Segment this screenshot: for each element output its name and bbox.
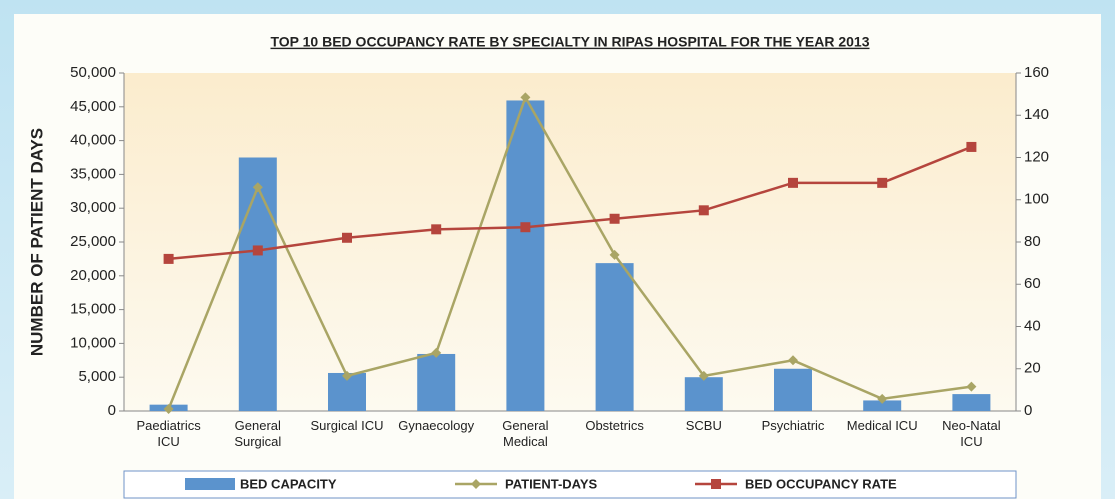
marker	[252, 182, 263, 193]
y2-tick-label: 0	[1024, 402, 1032, 419]
marker	[252, 245, 263, 256]
marker	[163, 403, 174, 414]
x-tick-label: General Medical	[502, 418, 549, 449]
marker	[431, 224, 442, 235]
marker	[342, 232, 352, 243]
marker	[431, 347, 442, 358]
y2-tick-label: 20	[1024, 360, 1041, 377]
legend-box	[123, 470, 1017, 499]
marker	[609, 249, 620, 260]
y2-tick-label: 40	[1024, 317, 1041, 334]
bar	[595, 263, 634, 411]
y-tick-label: 5,000	[78, 368, 116, 385]
bar	[774, 368, 812, 411]
y-axis-label: NUMBER OF PATIENT DAYS	[27, 128, 46, 356]
line	[167, 94, 972, 410]
marker	[342, 370, 352, 381]
y-tick-label: 10,000	[70, 334, 116, 351]
bar	[506, 100, 545, 412]
y-tick-label: 30,000	[70, 199, 116, 216]
x-tick-label: Paediatrics ICU	[136, 418, 201, 449]
legend-label: PATIENT-DAYS	[505, 476, 598, 491]
x-tick-label: Medical ICU	[846, 418, 918, 433]
y-tick-label: 45,000	[70, 98, 116, 115]
x-tick-label: Obstetrics	[585, 418, 644, 433]
marker	[698, 205, 709, 216]
y-tick-label: 25,000	[70, 233, 116, 250]
y2-tick-label: 160	[1024, 64, 1049, 81]
bar	[238, 157, 277, 411]
x-tick-label: Psychiatric	[761, 418, 825, 433]
marker	[877, 393, 888, 404]
x-tick-label: Surgical ICU	[310, 418, 384, 433]
y2-tick-label: 60	[1024, 275, 1041, 292]
bar	[684, 377, 723, 411]
y2-tick-label: 140	[1024, 106, 1049, 123]
marker	[966, 141, 977, 152]
x-tick-label: General Surgical	[234, 418, 282, 449]
y2-tick-label: 80	[1024, 233, 1041, 250]
x-tick-label: Neo-Natal ICU	[942, 418, 1001, 449]
legend-label: BED OCCUPANCY RATE	[745, 476, 897, 491]
y-tick-label: 35,000	[70, 165, 116, 182]
marker	[520, 92, 531, 103]
line	[168, 145, 972, 261]
marker	[711, 479, 721, 489]
marker	[877, 177, 888, 188]
bar	[863, 400, 902, 411]
marker	[609, 213, 620, 224]
y2-tick-label: 120	[1024, 148, 1049, 165]
y-tick-label: 0	[108, 402, 116, 419]
marker	[520, 222, 531, 233]
y-tick-label: 50,000	[70, 64, 116, 81]
marker	[788, 355, 798, 366]
y-tick-label: 20,000	[70, 267, 116, 284]
bar	[417, 353, 456, 411]
marker	[471, 479, 481, 489]
bar	[952, 394, 991, 411]
marker	[698, 370, 709, 381]
y-tick-label: 40,000	[70, 132, 116, 149]
marker	[163, 253, 174, 264]
marker	[788, 177, 798, 188]
marker	[966, 381, 977, 392]
y2-tick-label: 100	[1024, 191, 1049, 208]
legend-swatch	[185, 478, 235, 490]
y-tick-label: 15,000	[70, 301, 116, 318]
chart-title: TOP 10 BED OCCUPANCY RATE BY SPECIALTY I…	[270, 34, 869, 50]
x-tick-label: SCBU	[685, 418, 722, 433]
x-tick-label: Gynaecology	[398, 418, 475, 433]
legend-label: BED CAPACITY	[240, 476, 337, 491]
